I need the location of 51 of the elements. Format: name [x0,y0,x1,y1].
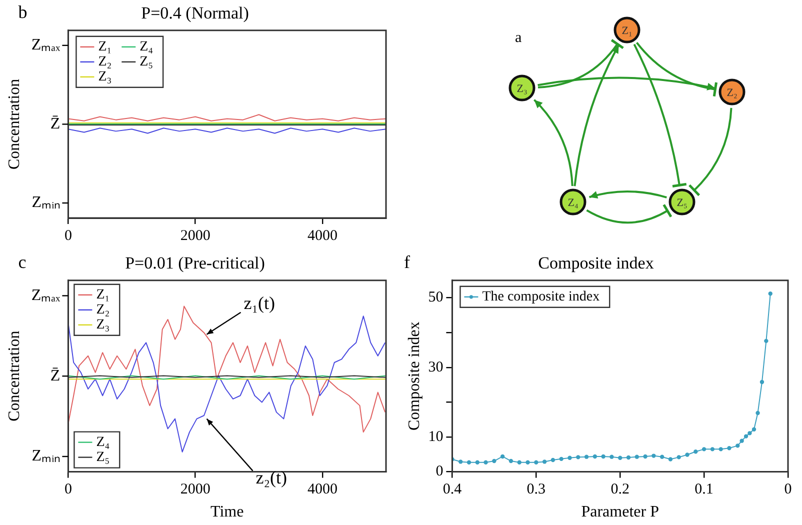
y-tick-label: 0 [436,464,444,480]
y-axis-title: Composite index [406,322,423,431]
legend-label: Z₅ [96,450,110,465]
category-label: Z₁ [622,25,632,37]
text: Zₘₐₓ [31,36,61,54]
legend-label: Z₂ [96,302,110,318]
text: Zₘᵢₙ [32,448,60,465]
chart-title: P=0.4 (Normal) [141,4,249,23]
x-tick-label: 4000 [307,482,338,498]
text: b [18,2,28,22]
y-tick-label: 30 [428,359,444,376]
x-tick-label: 4000 [307,228,338,244]
x-tick-label: 0.3 [526,482,546,498]
x-tick-label: 0.1 [694,482,714,498]
category-label: Z₅ [676,197,688,209]
text: Z̄ [50,367,60,384]
y-tick-label: 50 [428,290,444,306]
x-tick-label: 0 [784,482,792,498]
y-axis-title: Concentration [6,330,23,422]
chart-title: P=0.01 (Pre-critical) [125,254,265,273]
x-tick-label: 2000 [180,228,210,244]
legend-label: Z₁ [98,40,112,55]
legend-label: Z₂ [98,54,112,70]
category-label: Z₄ [568,197,578,209]
legend-label: Z₄ [96,434,110,450]
legend-label: Z₁ [96,288,110,303]
legend-label: Z₅ [140,54,154,70]
x-tick-label: 2000 [180,482,210,498]
x-axis-title: Parameter P [581,504,660,521]
text: c [18,252,26,272]
chart-title: Composite index [538,254,654,273]
legend-label: The composite index [482,290,600,305]
legend-label: Z₄ [140,40,154,55]
x-tick-label: 0 [64,228,72,244]
x-tick-label: 0.2 [610,482,630,498]
x-axis-title: Time [210,504,244,521]
legend-label: Z₃ [98,70,112,85]
text: Zₘₐₓ [31,286,61,304]
x-tick-label: 0 [64,482,72,498]
text: Z̄ [50,115,60,132]
category-label: Z₂ [726,87,738,99]
y-axis-title: Concentration [6,78,23,170]
annotation: z₁(t) [244,293,276,314]
text: Zₘᵢₙ [32,194,60,212]
legend-label: Z₃ [96,318,110,333]
annotation: z₂(t) [256,468,288,488]
x-tick-label: 0.4 [442,482,462,498]
text: f [404,252,410,272]
text: a [515,30,522,46]
category-label: Z₃ [516,83,528,95]
y-tick-label: 10 [428,428,444,445]
